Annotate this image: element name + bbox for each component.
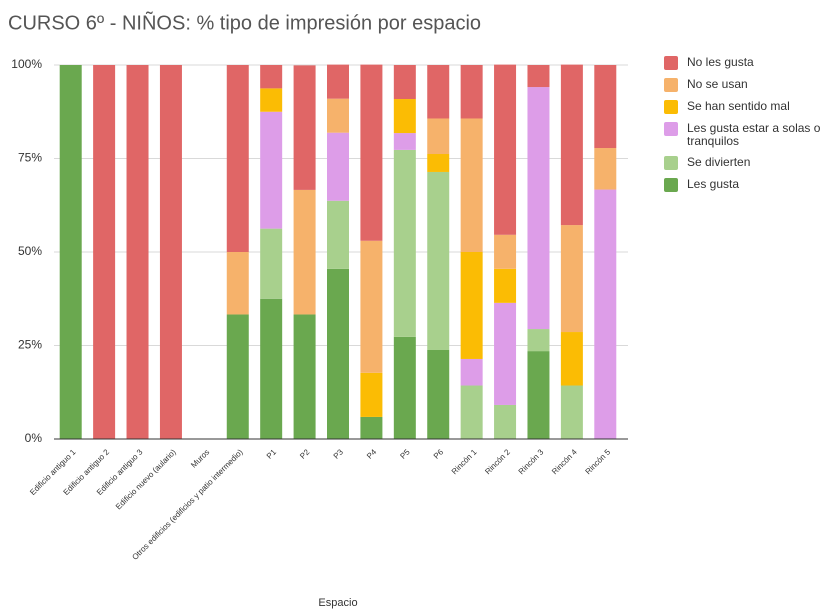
legend-swatch	[664, 56, 678, 70]
bar-segment	[360, 416, 383, 439]
bar-segment	[327, 98, 349, 133]
bar-segment	[460, 358, 483, 386]
bar-segment	[360, 64, 383, 241]
bar-segment	[460, 65, 483, 119]
bar-segment	[226, 252, 249, 315]
legend-label: Les gusta	[687, 177, 740, 191]
bar-segment	[393, 149, 416, 337]
x-tick-label: Rincón 5	[584, 447, 613, 476]
legend-swatch	[664, 178, 678, 192]
x-tick-label: Rincón 1	[450, 447, 479, 476]
y-tick-label: 25%	[18, 338, 42, 352]
bar-segment	[360, 240, 383, 373]
bar-segment	[393, 336, 416, 439]
bar-segment	[427, 118, 450, 155]
bar-segment	[159, 65, 182, 439]
bar-segment	[460, 385, 483, 439]
bar-segment	[293, 189, 316, 315]
bar-segment	[494, 404, 517, 439]
x-tick-label: Otros edificios (edificios y patio inter…	[130, 447, 244, 561]
bar-segment	[327, 132, 349, 201]
bar-segment	[260, 88, 283, 112]
bar-segment	[427, 154, 450, 172]
legend-label: Les gusta estar a solas o tranquilos	[687, 121, 821, 148]
bar-segment	[427, 65, 450, 119]
bar-segment	[293, 314, 316, 439]
legend-item: No les gusta	[664, 56, 831, 70]
bar-segment	[360, 372, 383, 417]
bar-segment	[527, 329, 550, 352]
bar-segment	[527, 351, 550, 439]
bar-segment	[393, 133, 416, 150]
bar-segment	[560, 332, 583, 386]
bar-segment	[460, 252, 483, 359]
legend: No les gusta No se usan Se han sentido mal…	[664, 56, 831, 200]
bar-segment	[494, 302, 517, 405]
bar-segment	[327, 64, 349, 99]
legend-item: Se han sentido mal	[664, 100, 831, 114]
legend-swatch	[664, 156, 678, 170]
x-tick-label: Muros	[189, 448, 211, 470]
bar-segment	[93, 65, 116, 439]
bar-segment	[427, 171, 450, 350]
bar-segment	[527, 65, 550, 88]
bar-segment	[260, 111, 283, 229]
legend-item: No se usan	[664, 78, 831, 92]
legend-item: Les gusta	[664, 178, 831, 192]
bar-segment	[494, 268, 517, 303]
legend-swatch	[664, 122, 678, 136]
bar-segment	[594, 148, 617, 190]
bar-segment	[560, 225, 583, 333]
bar-segment	[393, 65, 416, 100]
bar-segment	[226, 314, 249, 439]
x-tick-label: P5	[398, 447, 412, 461]
bar-segment	[594, 65, 617, 149]
bar-segment	[560, 385, 583, 439]
x-axis-label: Espacio	[318, 597, 357, 609]
x-tick-label: P6	[432, 447, 446, 461]
x-tick-label: P3	[332, 447, 346, 461]
legend-label: No se usan	[687, 77, 748, 91]
bar-segment	[126, 65, 149, 439]
legend-label: Se divierten	[687, 155, 751, 169]
x-tick-label: Edificio nuevo (aulario)	[114, 447, 178, 511]
bar-segment	[260, 228, 283, 299]
y-tick-label: 0%	[25, 431, 43, 445]
legend-swatch	[664, 78, 678, 92]
bar-segment	[327, 268, 349, 439]
bar-segment	[393, 99, 416, 134]
legend-label: No les gusta	[687, 55, 754, 69]
bar-segment	[260, 65, 283, 89]
bar-segment	[59, 65, 82, 439]
bar-segment	[293, 65, 316, 190]
bar-segment	[594, 189, 617, 439]
y-tick-label: 100%	[11, 57, 42, 71]
x-tick-label: Rincón 2	[483, 447, 512, 476]
y-tick-label: 50%	[18, 244, 42, 258]
x-tick-label: Rincón 4	[550, 447, 579, 476]
bar-segment	[427, 349, 450, 439]
y-tick-label: 75%	[18, 151, 42, 165]
bar-segment	[527, 87, 550, 330]
legend-swatch	[664, 100, 678, 114]
bar-segment	[494, 234, 517, 269]
x-tick-label: P1	[265, 447, 279, 461]
legend-item: Se divierten	[664, 156, 831, 170]
x-tick-label: P2	[298, 447, 312, 461]
legend-label: Se han sentido mal	[687, 99, 790, 113]
legend-item: Les gusta estar a solas o tranquilos	[664, 122, 831, 148]
bar-segment	[260, 298, 283, 439]
bar-segment	[327, 200, 349, 269]
bar-segment	[494, 64, 517, 235]
x-tick-label: Rincón 3	[517, 447, 546, 476]
x-tick-label: P4	[365, 447, 379, 461]
chart-title: CURSO 6º - NIÑOS: % tipo de impresión po…	[8, 10, 481, 34]
bar-segment	[460, 118, 483, 253]
bar-segment	[560, 64, 583, 226]
bar-segment	[226, 65, 249, 252]
